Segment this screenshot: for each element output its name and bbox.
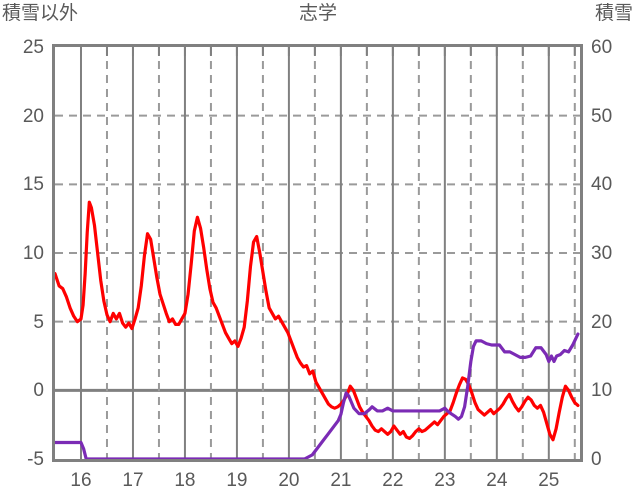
x-tick-18: 18 (174, 470, 196, 491)
y-tick-right-50: 50 (591, 105, 613, 127)
x-tick-25: 25 (538, 470, 560, 491)
x-tick-24: 24 (486, 470, 508, 491)
y-tick-left-15: 15 (22, 174, 44, 196)
x-tick-19: 19 (226, 470, 248, 491)
y-tick-right-0: 0 (591, 449, 602, 470)
x-tick-21: 21 (330, 470, 352, 491)
right-axis-title: 積雪 (594, 3, 633, 24)
y-tick-left-20: 20 (22, 105, 44, 127)
y-tick-left-10: 10 (22, 243, 44, 264)
x-tick-16: 16 (70, 470, 92, 491)
y-tick-left-5: 5 (33, 311, 44, 333)
x-tick-20: 20 (278, 470, 300, 491)
x-tick-23: 23 (434, 470, 456, 491)
y-tick-left--5: -5 (27, 449, 44, 470)
y-tick-left-25: 25 (22, 37, 44, 58)
x-tick-17: 17 (122, 470, 144, 491)
plot-area (52, 44, 583, 462)
y-tick-right-20: 20 (591, 311, 613, 333)
chart-title: 志学 (298, 3, 337, 24)
y-tick-right-40: 40 (591, 174, 613, 196)
left-axis-title: 積雪以外 (2, 3, 79, 24)
y-tick-left-0: 0 (33, 380, 44, 402)
gridlines (55, 47, 580, 459)
series-lines (55, 200, 580, 459)
y-tick-right-10: 10 (591, 380, 613, 402)
x-tick-22: 22 (382, 470, 404, 491)
y-tick-right-60: 60 (591, 37, 613, 58)
y-tick-right-30: 30 (591, 243, 613, 264)
